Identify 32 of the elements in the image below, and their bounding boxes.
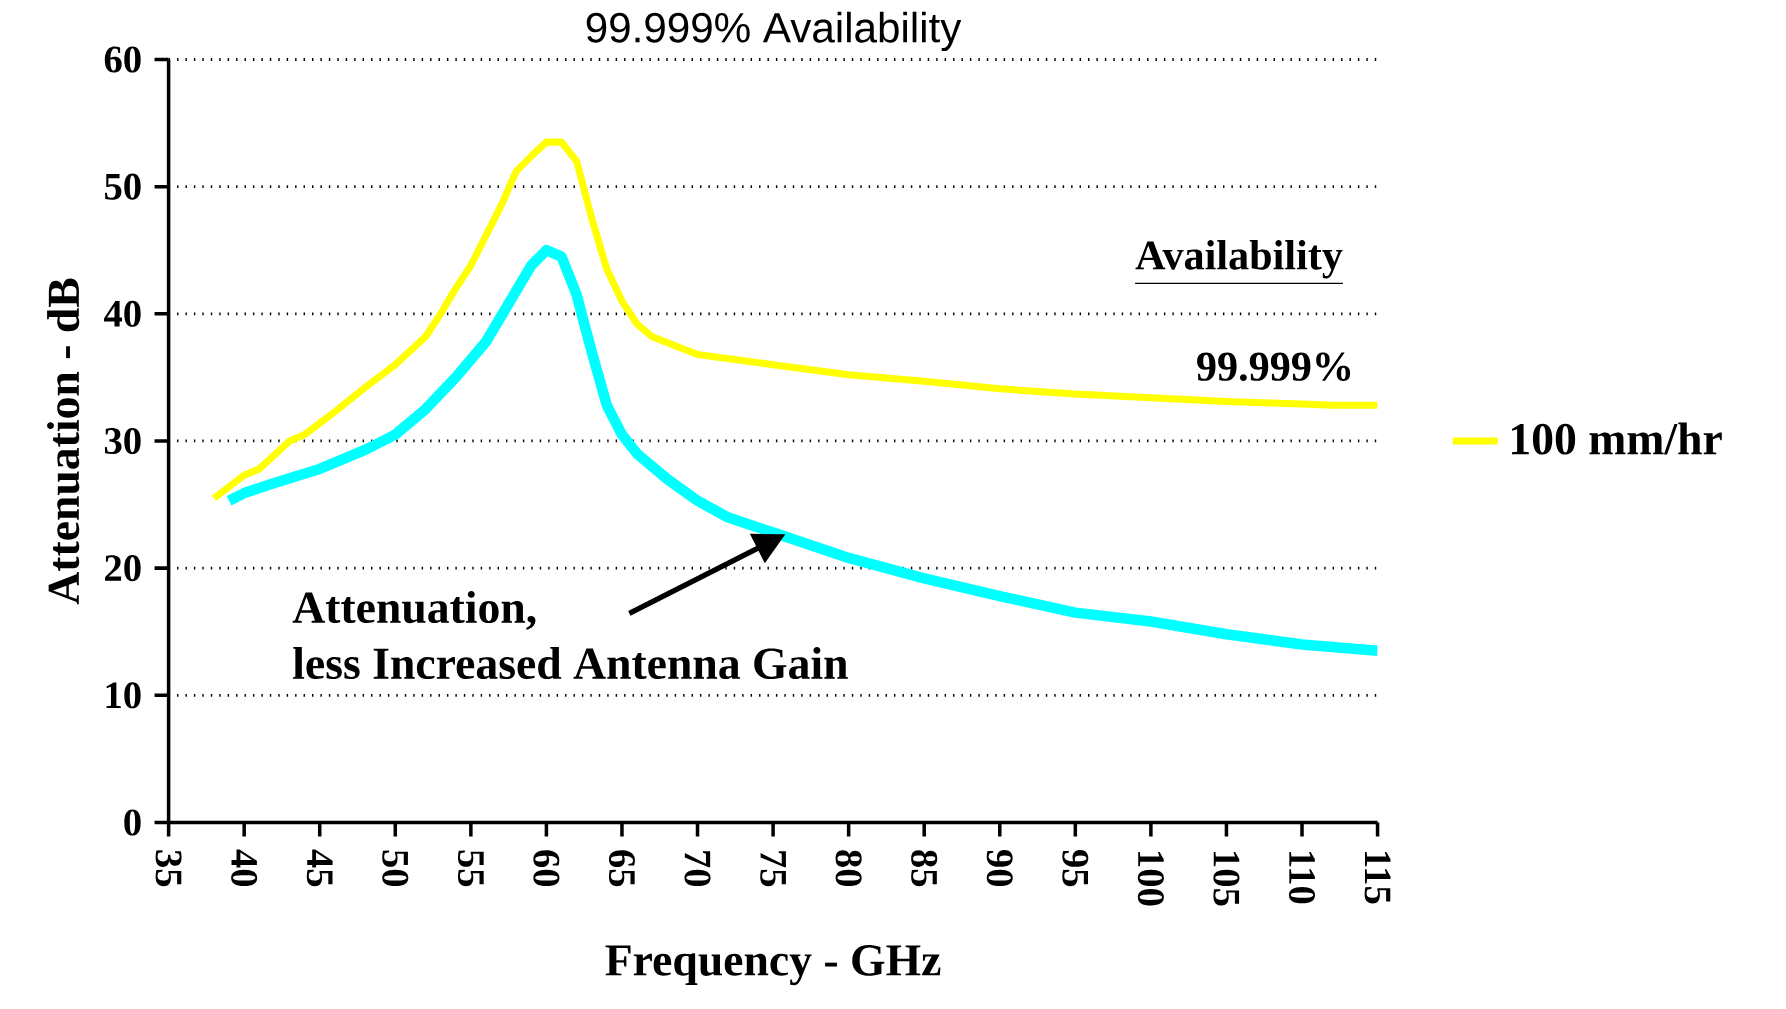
x-tick-label: 110	[1288, 852, 1316, 904]
x-tick-label: 35	[155, 850, 182, 887]
y-tick-label: 0	[124, 809, 141, 836]
x-tick-label: 95	[1062, 850, 1089, 887]
x-tick-label: 40	[231, 849, 258, 887]
x-tick-label: 100	[1137, 852, 1164, 906]
x-tick-label: 60	[533, 850, 560, 887]
x-tick-label: 50	[382, 850, 409, 887]
annotation: Availability	[1135, 240, 1343, 279]
annotation: Attenuation,	[292, 591, 536, 630]
y-tick-label: 30	[104, 428, 141, 455]
annotation: 99.999%	[1197, 352, 1351, 382]
x-tick-label: 75	[760, 851, 786, 887]
chart-title: 99.999% Availability	[586, 11, 962, 52]
y-tick-label: 60	[104, 46, 141, 73]
x-tick-label: 85	[911, 850, 938, 887]
y-tick-label: 10	[106, 682, 141, 709]
x-tick-label: 115	[1364, 852, 1391, 904]
y-tick-label: 40	[104, 300, 141, 327]
x-tick-label: 45	[306, 849, 333, 887]
legend-label: 100 mm/hr	[1511, 422, 1722, 455]
x-tick-label: 65	[608, 850, 635, 887]
y-tick-label: 50	[105, 173, 141, 200]
y-axis-title: Attenuation - dB	[47, 278, 80, 605]
x-tick-label: 105	[1213, 852, 1240, 906]
x-tick-label: 90	[986, 850, 1013, 887]
x-axis-title: Frequency - GHz	[605, 945, 941, 986]
x-tick-label: 70	[684, 851, 711, 887]
annotation: less Increased Antenna Gain	[293, 647, 848, 680]
x-tick-label: 80	[835, 850, 862, 887]
y-tick-label: 20	[105, 555, 141, 582]
x-tick-label: 55	[457, 850, 484, 887]
